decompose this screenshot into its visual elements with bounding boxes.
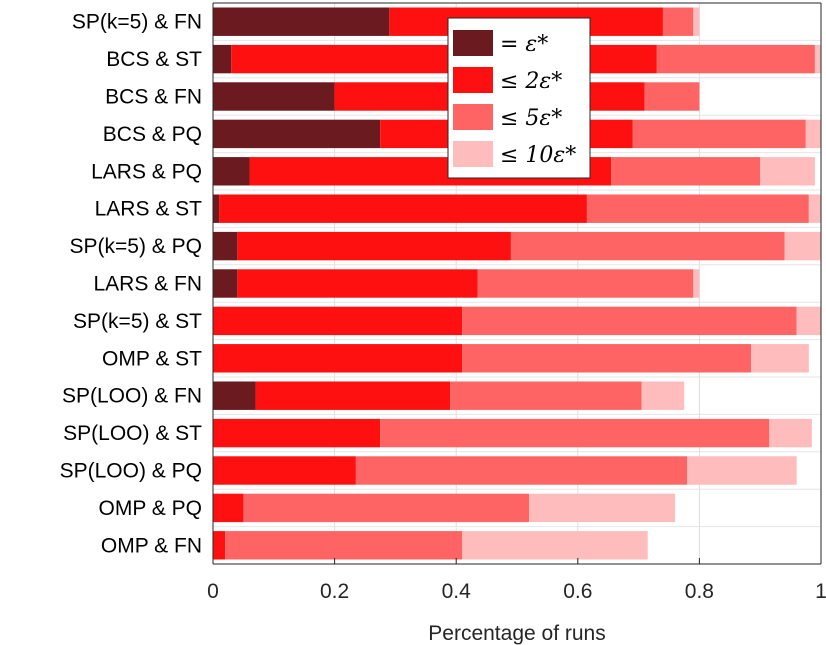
x-tick-labels: 0 0.2 0.4 0.6 0.8 1 <box>207 580 826 603</box>
legend-entry-2: ≤ 2ε* <box>500 69 562 94</box>
bar-7-series-2 <box>237 231 511 261</box>
bar-1-series-3 <box>662 7 694 36</box>
bar-4-series-4 <box>805 119 821 149</box>
category-label-1: SP(k=5) & FN <box>72 11 202 34</box>
bar-6-series-4 <box>808 194 821 223</box>
bar-11-series-3 <box>450 381 642 410</box>
bar-12-series-3 <box>380 418 770 448</box>
bar-7-series-1 <box>213 231 238 261</box>
legend-entry-3: ≤ 5ε* <box>500 106 562 131</box>
category-label-12: SP(LOO) & ST <box>63 422 202 445</box>
category-label-4: BCS & PQ <box>103 123 202 146</box>
bar-11-series-1 <box>213 381 256 410</box>
bar-5-series-3 <box>611 157 761 186</box>
bar-12-series-4 <box>769 418 812 448</box>
legend-swatch-3 <box>453 104 493 130</box>
x-axis-label: Percentage of runs <box>428 622 605 645</box>
bar-11-series-2 <box>255 381 451 410</box>
bar-7-series-4 <box>784 231 821 261</box>
bar-3-series-1 <box>213 82 335 111</box>
category-label-2: BCS & ST <box>106 48 202 71</box>
legend-swatch-4 <box>453 141 493 167</box>
bar-8-series-3 <box>477 269 694 298</box>
x-tick-label-4: 0.8 <box>685 580 714 603</box>
category-label-7: SP(k=5) & PQ <box>70 235 202 258</box>
bar-14-series-3 <box>243 493 530 523</box>
bar-7-series-3 <box>510 231 785 261</box>
bar-2-series-4 <box>814 44 821 74</box>
category-label-6: LARS & ST <box>95 198 203 221</box>
bar-4-series-1 <box>213 119 381 149</box>
bar-2-series-2 <box>231 44 657 74</box>
category-label-10: OMP & ST <box>102 347 202 370</box>
category-label-3: BCS & FN <box>105 86 202 109</box>
bar-4-series-3 <box>632 119 806 149</box>
bar-13-series-4 <box>687 456 797 485</box>
bar-8-series-4 <box>693 269 700 298</box>
category-labels: SP(k=5) & FN BCS & ST BCS & FN BCS & PQ LARS… <box>60 11 203 558</box>
bar-9-series-4 <box>796 306 821 336</box>
category-label-14: OMP & PQ <box>99 497 202 520</box>
bar-10-series-4 <box>751 344 809 373</box>
x-tick-label-0: 0 <box>207 580 219 603</box>
category-label-11: SP(LOO) & FN <box>62 385 202 408</box>
legend-entry-1: = ε* <box>500 32 548 57</box>
axes <box>212 2 822 565</box>
category-label-8: LARS & FN <box>93 273 202 296</box>
category-label-9: SP(k=5) & ST <box>73 310 202 333</box>
bar-14-series-2 <box>213 493 244 523</box>
legend: = ε* ≤ 2ε* ≤ 5ε* ≤ 10ε* <box>447 17 591 179</box>
category-label-5: LARS & PQ <box>91 160 202 183</box>
x-tick-label-1: 0.2 <box>320 580 349 603</box>
bar-1-series-4 <box>693 7 700 36</box>
bar-5-series-1 <box>213 157 250 186</box>
bar-15-series-2 <box>213 531 226 560</box>
bar-10-series-2 <box>213 344 463 373</box>
bar-8-series-1 <box>213 269 238 298</box>
bar-6-series-1 <box>213 194 220 223</box>
bar-13-series-3 <box>355 456 688 485</box>
bars <box>213 7 821 560</box>
legend-swatch-1 <box>453 30 493 56</box>
bar-6-series-3 <box>586 194 809 223</box>
bar-5-series-4 <box>760 157 815 186</box>
x-tick-label-5: 1 <box>815 580 826 603</box>
x-tick-label-2: 0.4 <box>442 580 472 603</box>
bar-9-series-3 <box>462 306 797 336</box>
bar-9-series-2 <box>213 306 463 336</box>
bar-6-series-2 <box>219 194 587 223</box>
bar-10-series-3 <box>462 344 752 373</box>
category-label-15: OMP & FN <box>101 534 202 557</box>
bar-2-series-1 <box>213 44 232 74</box>
x-tick-label-3: 0.6 <box>563 580 592 603</box>
bar-8-series-2 <box>237 269 478 298</box>
bar-11-series-4 <box>641 381 685 410</box>
bar-3-series-3 <box>644 82 700 111</box>
bar-15-series-3 <box>225 531 463 560</box>
bar-15-series-4 <box>462 531 648 560</box>
legend-swatch-2 <box>453 67 493 93</box>
bar-14-series-4 <box>529 493 676 523</box>
category-label-13: SP(LOO) & PQ <box>60 460 202 483</box>
bar-1-series-1 <box>213 7 390 36</box>
bar-13-series-2 <box>213 456 356 485</box>
bar-2-series-3 <box>656 44 815 74</box>
legend-entry-4: ≤ 10ε* <box>500 143 576 168</box>
bar-12-series-2 <box>213 418 381 448</box>
